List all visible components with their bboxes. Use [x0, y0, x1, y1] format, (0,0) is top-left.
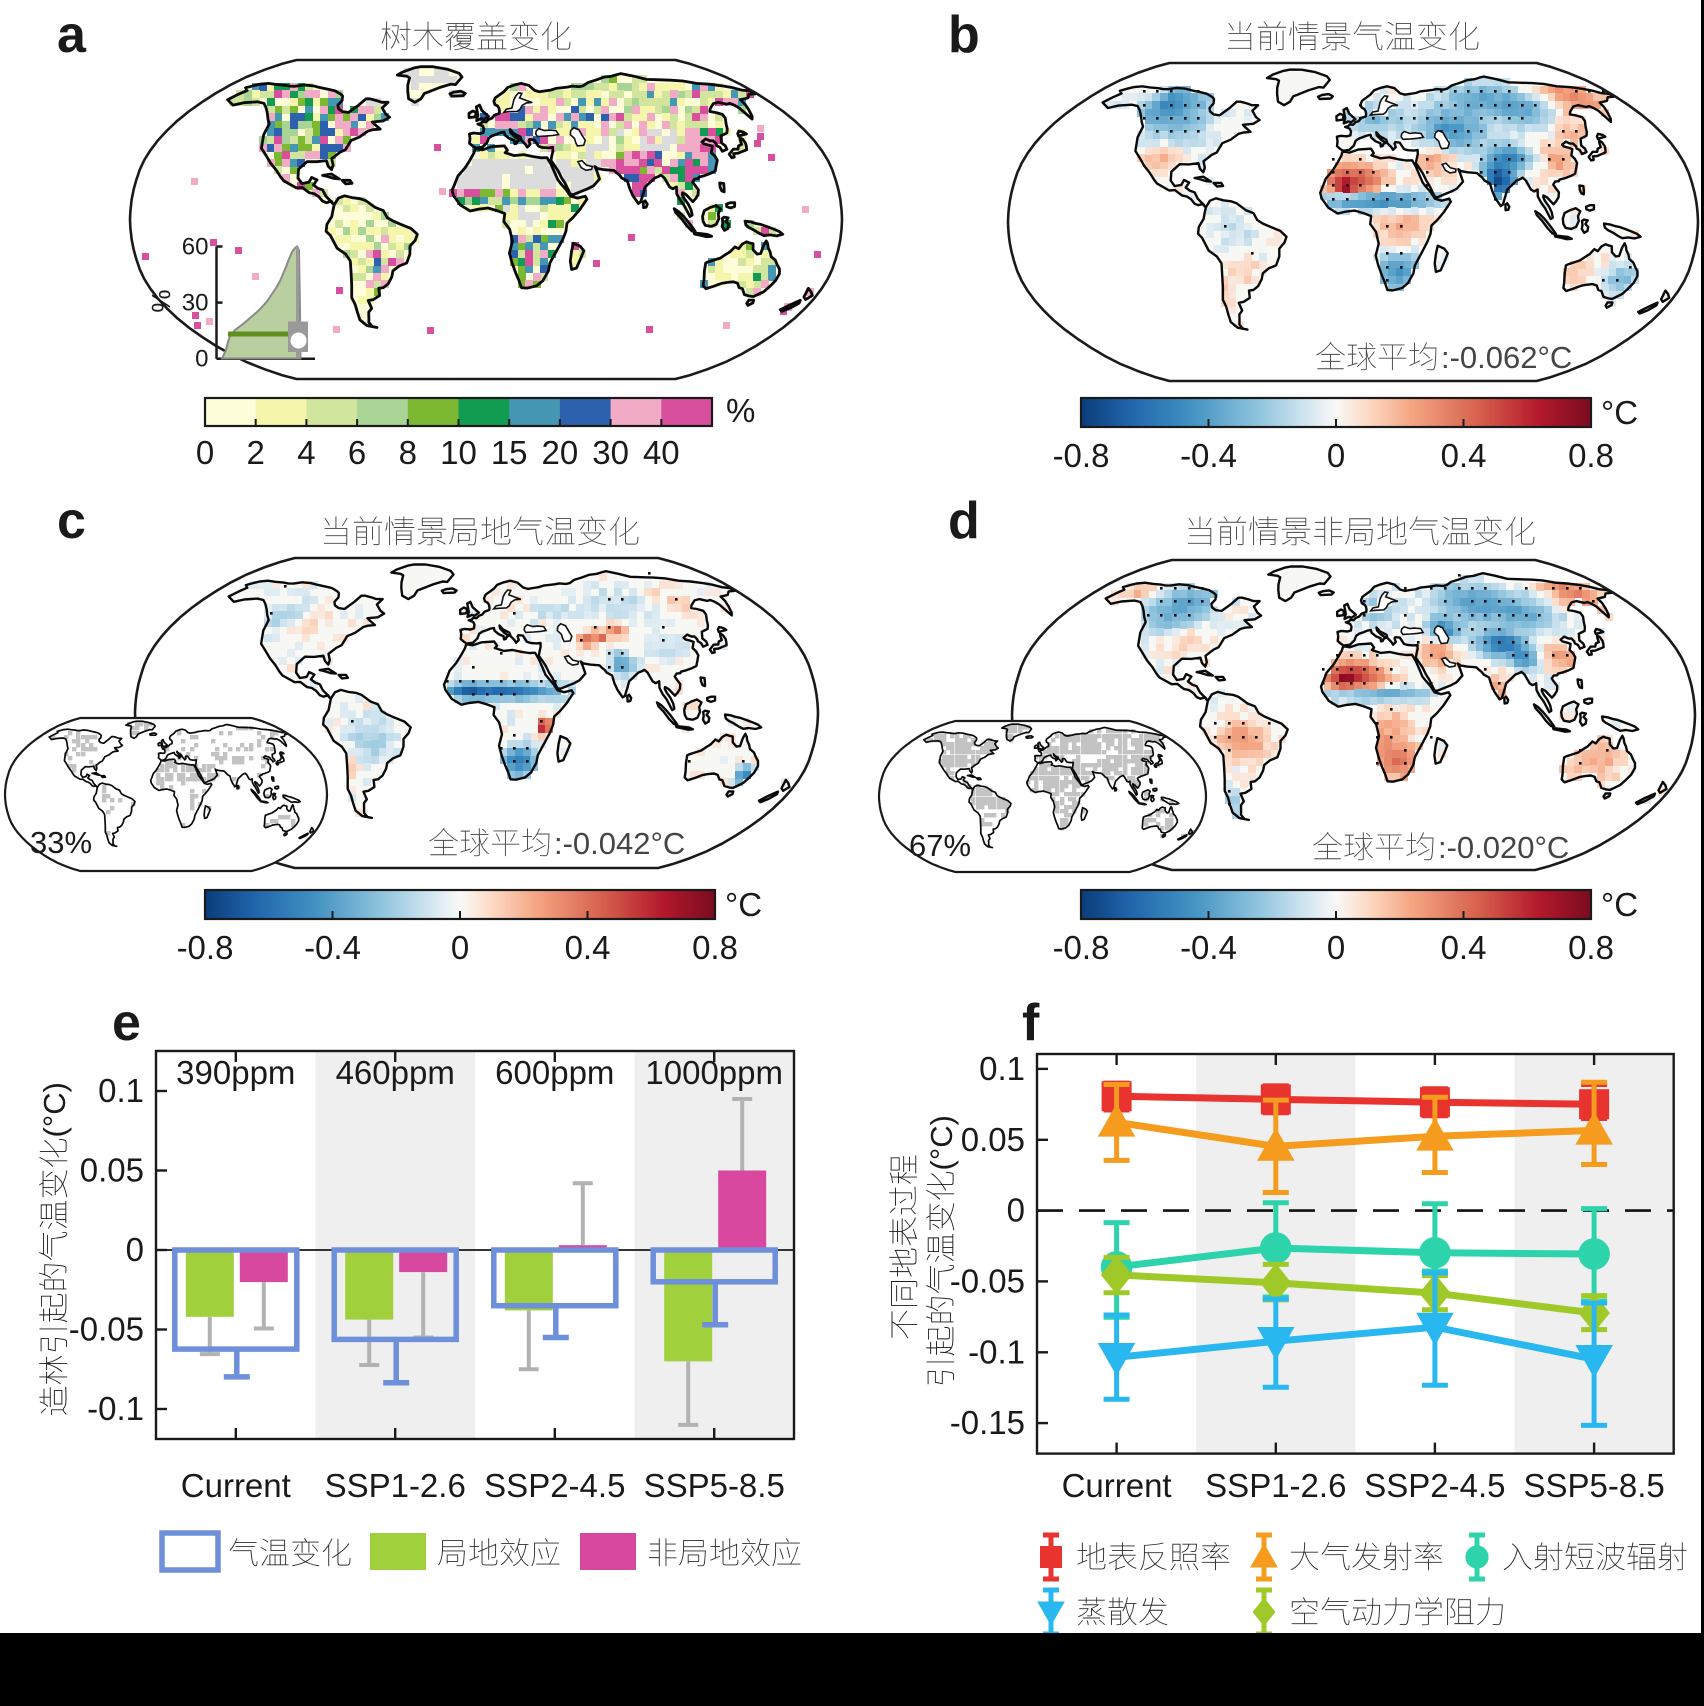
svg-text:33%: 33% — [30, 825, 92, 860]
svg-text:-0.05: -0.05 — [69, 1311, 144, 1348]
svg-text:-0.4: -0.4 — [1180, 929, 1237, 966]
svg-text:-0.1: -0.1 — [87, 1390, 144, 1427]
svg-text:20: 20 — [542, 434, 579, 471]
svg-text:2: 2 — [247, 434, 265, 471]
svg-text:d: d — [948, 492, 980, 550]
svg-text:15: 15 — [491, 434, 528, 471]
svg-text::-0.042°C: :-0.042°C — [554, 826, 685, 861]
svg-text:0.1: 0.1 — [979, 1050, 1025, 1087]
svg-text:0: 0 — [126, 1231, 144, 1268]
svg-text:0: 0 — [1007, 1192, 1025, 1229]
svg-text:°C: °C — [1601, 886, 1638, 923]
svg-text:30: 30 — [182, 290, 209, 317]
svg-text:0.4: 0.4 — [565, 929, 611, 966]
svg-text:a: a — [57, 6, 87, 64]
svg-text:0: 0 — [196, 434, 214, 471]
svg-text:0.4: 0.4 — [1441, 929, 1487, 966]
svg-text:40: 40 — [643, 434, 680, 471]
svg-text:0.05: 0.05 — [80, 1152, 144, 1189]
svg-text:0.8: 0.8 — [1568, 929, 1614, 966]
svg-text:e: e — [112, 994, 141, 1052]
svg-text:°C: °C — [1601, 394, 1638, 431]
svg-text:67%: 67% — [909, 828, 971, 863]
svg-text:-0.4: -0.4 — [304, 929, 361, 966]
svg-text:%: % — [146, 289, 176, 312]
svg-text:Current: Current — [1062, 1467, 1172, 1504]
svg-text:SSP5-8.5: SSP5-8.5 — [1523, 1467, 1664, 1504]
svg-text:-0.4: -0.4 — [1180, 437, 1237, 474]
svg-text::-0.020°C: :-0.020°C — [1438, 830, 1569, 865]
svg-text:60: 60 — [182, 234, 209, 261]
svg-text:-0.8: -0.8 — [177, 929, 234, 966]
svg-text:0: 0 — [195, 346, 208, 373]
svg-text:0.4: 0.4 — [1441, 437, 1487, 474]
svg-text:0.8: 0.8 — [1568, 437, 1614, 474]
svg-text:%: % — [726, 392, 755, 429]
svg-text:6: 6 — [348, 434, 366, 471]
svg-text:b: b — [948, 6, 980, 64]
svg-text:SSP2-4.5: SSP2-4.5 — [1364, 1467, 1505, 1504]
svg-text:10: 10 — [440, 434, 477, 471]
svg-text::-0.062°C: :-0.062°C — [1441, 340, 1572, 375]
svg-text:-0.15: -0.15 — [950, 1404, 1025, 1441]
svg-text:SSP2-4.5: SSP2-4.5 — [484, 1467, 625, 1504]
svg-text:c: c — [57, 492, 86, 550]
svg-text:0: 0 — [1327, 437, 1345, 474]
svg-text:SSP1-2.6: SSP1-2.6 — [325, 1467, 466, 1504]
svg-text:°C: °C — [725, 886, 762, 923]
svg-text:Current: Current — [181, 1467, 291, 1504]
svg-text:SSP1-2.6: SSP1-2.6 — [1205, 1467, 1346, 1504]
svg-text:0: 0 — [451, 929, 469, 966]
svg-text:(°C): (°C) — [924, 1115, 959, 1170]
svg-text:30: 30 — [592, 434, 629, 471]
svg-text:SSP5-8.5: SSP5-8.5 — [644, 1467, 785, 1504]
svg-text:0.8: 0.8 — [692, 929, 738, 966]
svg-text:-0.1: -0.1 — [968, 1333, 1025, 1370]
svg-text:0.05: 0.05 — [961, 1121, 1025, 1158]
svg-text:0: 0 — [1327, 929, 1345, 966]
svg-text:0.1: 0.1 — [98, 1072, 144, 1109]
svg-text:-0.8: -0.8 — [1053, 929, 1110, 966]
svg-text:8: 8 — [399, 434, 417, 471]
svg-text:-0.05: -0.05 — [950, 1262, 1025, 1299]
svg-text:(°C): (°C) — [37, 1082, 72, 1137]
svg-text:-0.8: -0.8 — [1053, 437, 1110, 474]
svg-text:f: f — [1022, 994, 1040, 1052]
svg-text:4: 4 — [297, 434, 315, 471]
